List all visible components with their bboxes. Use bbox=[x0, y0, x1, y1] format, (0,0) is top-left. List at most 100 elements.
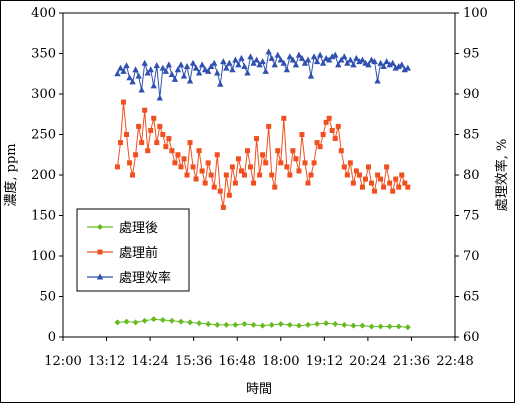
data-point bbox=[353, 54, 360, 61]
data-point bbox=[205, 160, 211, 166]
data-point bbox=[341, 164, 347, 170]
data-point bbox=[114, 319, 121, 326]
data-point bbox=[205, 321, 212, 328]
data-point bbox=[159, 64, 167, 71]
data-point bbox=[387, 180, 393, 186]
data-point bbox=[402, 180, 408, 186]
data-point bbox=[190, 164, 196, 170]
y-left-tick-label: 300 bbox=[31, 87, 56, 102]
legend-marker bbox=[97, 249, 103, 255]
data-point bbox=[199, 168, 205, 174]
data-point bbox=[265, 48, 272, 55]
data-point bbox=[323, 320, 330, 327]
data-point bbox=[154, 140, 160, 146]
data-point bbox=[214, 152, 220, 158]
data-point bbox=[229, 164, 235, 170]
data-point bbox=[374, 77, 381, 84]
data-point bbox=[362, 176, 368, 182]
data-point bbox=[295, 51, 303, 58]
legend-item: 處理前 bbox=[87, 245, 158, 261]
x-axis-label: 時間 bbox=[246, 382, 272, 397]
data-point bbox=[371, 58, 378, 65]
legend-label: 處理前 bbox=[119, 245, 158, 261]
data-point bbox=[307, 72, 315, 79]
data-point bbox=[378, 176, 384, 182]
data-point bbox=[157, 123, 163, 129]
data-point bbox=[293, 156, 299, 162]
data-point bbox=[165, 61, 173, 68]
data-point bbox=[341, 53, 348, 60]
x-axis-ticks: 12:00 13:12 14:24 15:36 16:48 18:00 19:12 20:24… bbox=[44, 337, 474, 369]
data-point bbox=[381, 184, 387, 190]
series-layer bbox=[114, 48, 412, 331]
x-tick-label: 12:00 bbox=[44, 354, 81, 369]
data-point bbox=[308, 172, 314, 178]
data-point bbox=[383, 58, 390, 65]
data-point bbox=[326, 115, 332, 121]
data-point bbox=[114, 70, 121, 77]
data-point bbox=[184, 172, 190, 178]
data-point bbox=[299, 132, 305, 137]
data-point bbox=[344, 172, 350, 178]
data-point bbox=[332, 136, 338, 142]
data-point bbox=[166, 136, 172, 142]
data-point bbox=[271, 61, 278, 68]
data-point bbox=[187, 319, 194, 326]
left-axis-ticks: 0 50 100 150 200 250 300 350 400 bbox=[31, 6, 63, 345]
data-point bbox=[141, 59, 148, 66]
data-point bbox=[356, 172, 362, 178]
series-2 bbox=[114, 99, 411, 210]
y-left-tick-label: 50 bbox=[39, 290, 56, 305]
legend-label: 處理後 bbox=[119, 221, 158, 236]
data-point bbox=[347, 56, 354, 63]
data-point bbox=[120, 99, 126, 105]
data-point bbox=[195, 69, 203, 76]
data-point bbox=[268, 321, 275, 328]
data-point bbox=[220, 204, 226, 210]
data-point bbox=[150, 82, 157, 89]
y-left-tick-label: 100 bbox=[31, 249, 56, 264]
data-point bbox=[156, 94, 163, 101]
data-point bbox=[171, 75, 179, 82]
data-point bbox=[380, 62, 387, 69]
data-point bbox=[196, 320, 203, 327]
series-3 bbox=[114, 48, 412, 101]
x-tick-label: 19:12 bbox=[306, 354, 343, 369]
data-point bbox=[245, 148, 251, 154]
data-point bbox=[235, 156, 241, 162]
data-point bbox=[162, 67, 170, 74]
data-point bbox=[175, 152, 181, 158]
data-point bbox=[405, 184, 411, 190]
data-point bbox=[305, 321, 311, 328]
data-point bbox=[372, 188, 378, 194]
data-point bbox=[310, 53, 318, 60]
data-point bbox=[384, 164, 390, 170]
data-point bbox=[389, 59, 396, 66]
data-point bbox=[269, 172, 275, 178]
data-point bbox=[127, 160, 133, 166]
data-point bbox=[226, 59, 233, 66]
data-point bbox=[223, 64, 230, 71]
data-point bbox=[153, 62, 160, 69]
data-point bbox=[136, 123, 142, 129]
data-point bbox=[323, 119, 329, 125]
y-right-tick-label: 85 bbox=[463, 128, 480, 143]
data-point bbox=[275, 148, 281, 154]
data-point bbox=[145, 148, 151, 154]
data-point bbox=[399, 172, 405, 178]
x-tick-label: 22:48 bbox=[436, 354, 473, 369]
y-left-tick-label: 250 bbox=[31, 128, 56, 143]
data-point bbox=[359, 322, 366, 329]
data-point bbox=[232, 321, 239, 328]
y-left-tick-label: 150 bbox=[31, 209, 56, 224]
data-point bbox=[283, 66, 291, 73]
data-point bbox=[124, 132, 130, 137]
data-point bbox=[181, 156, 187, 162]
data-point bbox=[281, 115, 287, 121]
data-point bbox=[262, 67, 269, 74]
data-point bbox=[186, 77, 194, 84]
data-point bbox=[133, 152, 139, 158]
data-point bbox=[259, 322, 266, 329]
data-point bbox=[325, 56, 333, 63]
